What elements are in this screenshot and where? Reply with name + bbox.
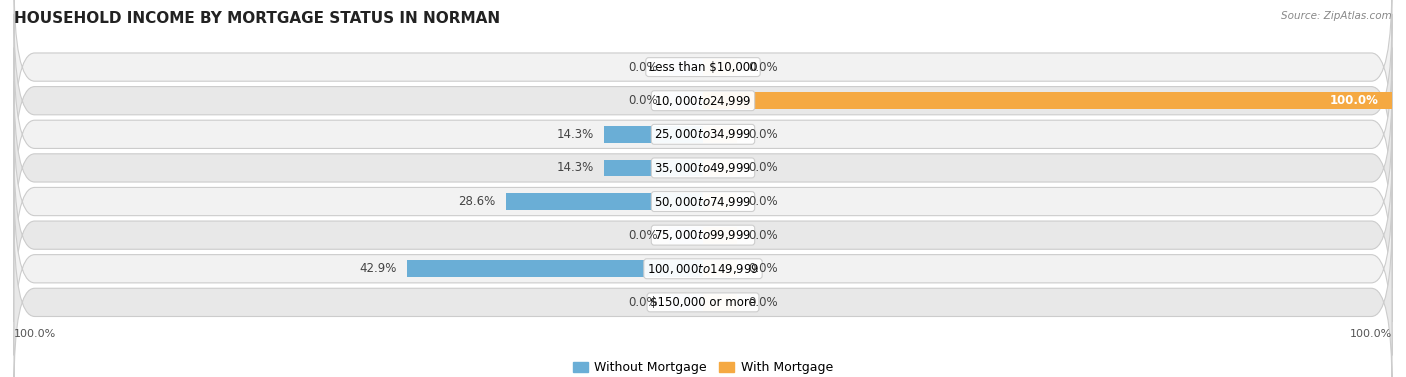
FancyBboxPatch shape	[14, 14, 1392, 187]
Text: $10,000 to $24,999: $10,000 to $24,999	[654, 94, 752, 108]
FancyBboxPatch shape	[14, 81, 1392, 254]
Bar	[703, 59, 738, 75]
Bar	[669, 92, 703, 109]
Bar	[669, 227, 703, 244]
Text: $150,000 or more: $150,000 or more	[650, 296, 756, 309]
Text: $100,000 to $149,999: $100,000 to $149,999	[647, 262, 759, 276]
Bar	[703, 92, 1392, 109]
Text: $35,000 to $49,999: $35,000 to $49,999	[654, 161, 752, 175]
Text: 0.0%: 0.0%	[748, 228, 778, 242]
Legend: Without Mortgage, With Mortgage: Without Mortgage, With Mortgage	[568, 356, 838, 377]
FancyBboxPatch shape	[14, 115, 1392, 288]
Bar	[703, 227, 738, 244]
Text: 28.6%: 28.6%	[458, 195, 496, 208]
Bar	[506, 193, 703, 210]
Text: 0.0%: 0.0%	[748, 195, 778, 208]
Bar	[605, 126, 703, 143]
Text: HOUSEHOLD INCOME BY MORTGAGE STATUS IN NORMAN: HOUSEHOLD INCOME BY MORTGAGE STATUS IN N…	[14, 11, 501, 26]
Text: $25,000 to $34,999: $25,000 to $34,999	[654, 127, 752, 141]
Text: $50,000 to $74,999: $50,000 to $74,999	[654, 195, 752, 208]
FancyBboxPatch shape	[14, 216, 1392, 377]
Bar	[703, 126, 738, 143]
Text: 0.0%: 0.0%	[748, 128, 778, 141]
FancyBboxPatch shape	[14, 0, 1392, 154]
Text: 0.0%: 0.0%	[628, 61, 658, 74]
Text: 14.3%: 14.3%	[557, 161, 595, 175]
Text: 42.9%: 42.9%	[360, 262, 396, 275]
Bar	[605, 159, 703, 176]
Bar	[703, 261, 738, 277]
Text: $75,000 to $99,999: $75,000 to $99,999	[654, 228, 752, 242]
Text: 100.0%: 100.0%	[1350, 329, 1392, 339]
FancyBboxPatch shape	[14, 48, 1392, 221]
Text: 0.0%: 0.0%	[748, 296, 778, 309]
Text: Less than $10,000: Less than $10,000	[648, 61, 758, 74]
Text: 14.3%: 14.3%	[557, 128, 595, 141]
Bar	[669, 294, 703, 311]
Text: 100.0%: 100.0%	[14, 329, 56, 339]
Text: 0.0%: 0.0%	[628, 296, 658, 309]
Text: 0.0%: 0.0%	[748, 61, 778, 74]
Text: Source: ZipAtlas.com: Source: ZipAtlas.com	[1281, 11, 1392, 21]
Text: 100.0%: 100.0%	[1329, 94, 1378, 107]
Bar	[703, 193, 738, 210]
Bar	[408, 261, 703, 277]
Bar	[703, 159, 738, 176]
FancyBboxPatch shape	[14, 182, 1392, 356]
FancyBboxPatch shape	[14, 149, 1392, 322]
Bar	[669, 59, 703, 75]
Text: 0.0%: 0.0%	[628, 228, 658, 242]
Text: 0.0%: 0.0%	[748, 161, 778, 175]
Text: 0.0%: 0.0%	[628, 94, 658, 107]
Text: 0.0%: 0.0%	[748, 262, 778, 275]
Bar	[703, 294, 738, 311]
